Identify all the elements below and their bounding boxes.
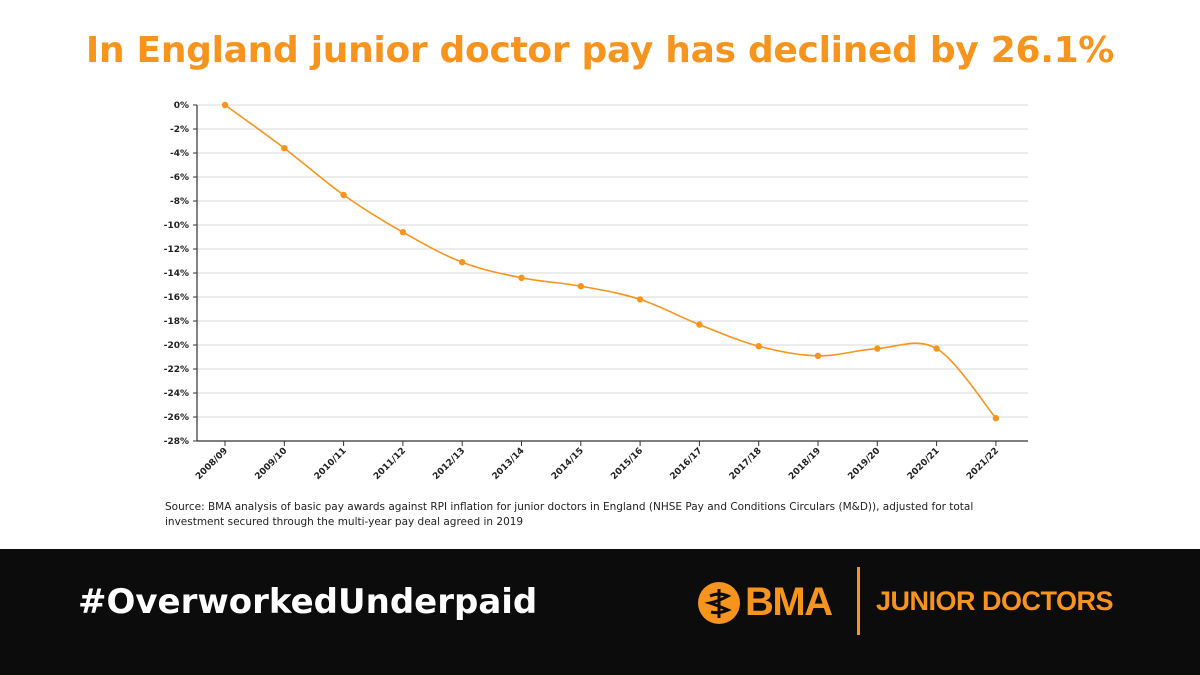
data-point [399, 229, 407, 236]
data-point [874, 345, 881, 352]
source-note: Source: BMA analysis of basic pay awards… [165, 501, 974, 528]
logo-divider [857, 567, 860, 635]
y-tick-label: -6% [170, 173, 189, 183]
data-point [577, 283, 584, 290]
y-tick-label: -16% [164, 293, 189, 303]
data-point [518, 274, 525, 281]
series-line [224, 104, 997, 419]
x-tick-label: 2017/18 [728, 446, 764, 482]
chart-title: In England junior doctor pay has decline… [85, 30, 1115, 71]
y-tick-label: -4% [170, 149, 189, 159]
bma-logo-text: BMA [745, 580, 833, 624]
x-tick-label: 2019/20 [846, 446, 882, 482]
y-tick-label: -14% [164, 269, 189, 279]
x-tick-label: 2012/13 [431, 446, 467, 482]
y-tick-label: -8% [170, 197, 189, 207]
data-point [696, 321, 703, 328]
x-tick-label: 2010/11 [313, 446, 349, 482]
x-axis-tick-labels: 2008/09 2009/10 2010/11 2011/12 2012/13 2013/… [194, 446, 1001, 482]
x-tick-label: 2018/19 [787, 446, 823, 482]
x-tick-label: 2008/09 [194, 446, 230, 482]
data-point [636, 296, 644, 303]
axes [193, 104, 1028, 446]
y-tick-label: -28% [164, 437, 189, 447]
x-tick-label: 2009/10 [253, 446, 289, 482]
y-tick-label: 0% [174, 101, 189, 111]
hashtag-text: #OverworkedUnderpaid [78, 582, 538, 622]
y-tick-label: -12% [164, 245, 189, 255]
data-point [755, 343, 762, 350]
x-tick-label: 2015/16 [609, 446, 645, 482]
series-pay-decline [221, 101, 1000, 422]
data-point [221, 101, 229, 109]
y-tick-label: -10% [164, 221, 189, 231]
y-tick-label: -20% [164, 341, 189, 351]
x-tick-label: 2021/22 [965, 446, 1001, 482]
data-point [281, 145, 288, 152]
data-point [992, 415, 1000, 422]
junior-doctors-label: JUNIOR DOCTORS [876, 586, 1114, 616]
y-axis-tick-labels: 0% -2% -4% -6% -8% -10% -12% -14% -16% -18% -20% -2… [164, 101, 189, 447]
bma-snake-staff-icon [698, 582, 740, 624]
y-tick-label: -18% [164, 317, 189, 327]
y-tick-label: -22% [164, 365, 189, 375]
footer-bar: #OverworkedUnderpaid BMA JUNIOR DOCTORS [0, 549, 1200, 675]
x-tick-label: 2011/12 [372, 446, 408, 482]
x-tick-label: 2014/15 [550, 446, 586, 482]
line-chart: 0% -2% -4% -6% -8% -10% -12% -14% -16% -18% -20% -2… [164, 101, 1028, 482]
y-tick-label: -2% [170, 125, 189, 135]
data-point [459, 259, 466, 266]
grid-lines [197, 104, 1028, 418]
x-tick-label: 2016/17 [669, 446, 705, 482]
data-point [933, 345, 940, 352]
data-point [340, 191, 347, 199]
data-point [814, 352, 822, 359]
x-tick-label: 2020/21 [906, 446, 942, 482]
y-tick-label: -26% [164, 413, 189, 423]
x-tick-label: 2013/14 [491, 446, 527, 482]
y-tick-label: -24% [164, 389, 189, 399]
